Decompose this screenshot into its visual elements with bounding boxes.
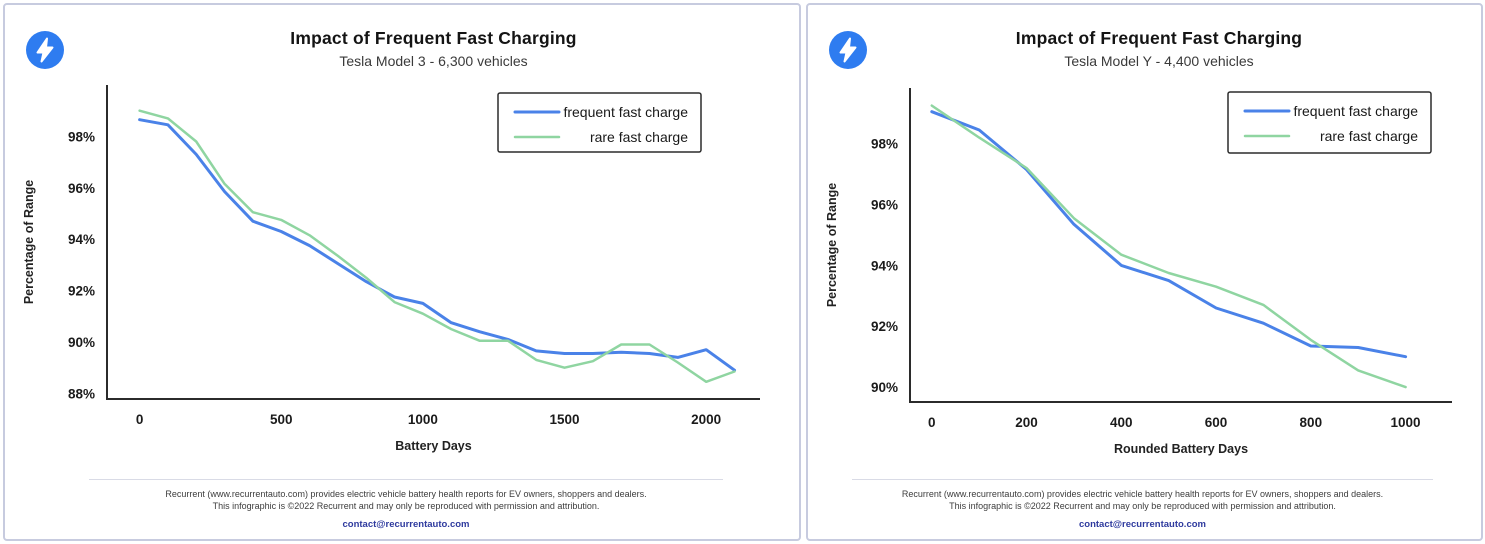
footer-line-2: This infographic is ©2022 Recurrent and … <box>212 500 600 511</box>
y-tick-label: 96% <box>871 198 898 213</box>
y-tick-label: 96% <box>68 181 95 196</box>
lightning-bolt-icon <box>26 31 64 69</box>
y-axis-label: Percentage of Range <box>22 180 36 304</box>
chart-title: Impact of Frequent Fast Charging <box>290 28 577 48</box>
y-tick-label: 92% <box>871 319 898 334</box>
chart-subtitle: Tesla Model Y - 4,400 vehicles <box>1064 53 1254 69</box>
x-tick-label: 2000 <box>691 412 721 427</box>
recurrent-logo <box>26 31 64 69</box>
footer: Recurrent (www.recurrentauto.com) provid… <box>852 479 1433 532</box>
axes-spines <box>909 88 1452 403</box>
lightning-bolt-icon <box>829 31 867 69</box>
x-tick-label: 400 <box>1110 415 1133 430</box>
x-tick-label: 800 <box>1300 415 1323 430</box>
y-tick-label: 90% <box>68 335 95 350</box>
x-axis-label: Rounded Battery Days <box>1114 442 1248 456</box>
x-tick-label: 500 <box>270 412 293 427</box>
footer-line-2: This infographic is ©2022 Recurrent and … <box>949 500 1336 511</box>
x-tick-label: 0 <box>136 412 144 427</box>
x-tick-label: 0 <box>928 415 936 430</box>
y-tick-label: 98% <box>68 129 95 144</box>
chart-header: Impact of Frequent Fast Charging Tesla M… <box>107 28 760 69</box>
legend-label: frequent fast charge <box>563 104 688 120</box>
y-tick-label: 90% <box>871 380 898 395</box>
contact-email-link[interactable]: contact@recurrentauto.com <box>342 519 470 530</box>
series-line-frequent-fast-charge <box>930 110 1408 359</box>
y-tick-label: 94% <box>68 232 95 247</box>
x-tick-label: 1000 <box>408 412 438 427</box>
series-line-rare-fast-charge <box>930 104 1407 389</box>
footer-line-1: Recurrent (www.recurrentauto.com) provid… <box>165 489 647 499</box>
x-tick-label: 1000 <box>1391 415 1421 430</box>
x-tick-label: 600 <box>1205 415 1228 430</box>
y-tick-label: 98% <box>871 137 898 152</box>
panel-tesla-model-y: Impact of Frequent Fast Charging Tesla M… <box>806 3 1483 541</box>
axes-spines <box>106 85 760 400</box>
footer: Recurrent (www.recurrentauto.com) provid… <box>89 479 723 532</box>
y-tick-label: 88% <box>68 386 95 401</box>
recurrent-logo <box>829 31 867 69</box>
legend-label: rare fast charge <box>1320 128 1418 144</box>
legend-box <box>1227 91 1432 154</box>
chart-subtitle: Tesla Model 3 - 6,300 vehicles <box>339 53 528 69</box>
line-chart-model-3: 88% 90% 92% 94% 96% 98% 0 500 1000 1500 2000 Batter… <box>22 85 760 453</box>
series-line-frequent-fast-charge <box>138 118 736 372</box>
chart-title: Impact of Frequent Fast Charging <box>1015 28 1303 48</box>
y-tick-label: 94% <box>871 258 898 273</box>
y-tick-label: 92% <box>68 284 95 299</box>
series-line-rare-fast-charge <box>138 109 736 384</box>
panel-tesla-model-3: Impact of Frequent Fast Charging Tesla M… <box>3 3 801 541</box>
legend-label: frequent fast charge <box>1293 103 1418 119</box>
legend-label: rare fast charge <box>590 129 688 145</box>
y-axis-label: Percentage of Range <box>825 183 839 307</box>
contact-email-link[interactable]: contact@recurrentauto.com <box>1079 519 1206 530</box>
footer-line-1: Recurrent (www.recurrentauto.com) provid… <box>901 489 1384 499</box>
chart-header: Impact of Frequent Fast Charging Tesla M… <box>866 28 1452 69</box>
x-tick-label: 200 <box>1015 415 1038 430</box>
x-axis-label: Battery Days <box>395 439 471 453</box>
line-chart-model-y: 90% 92% 94% 96% 98% 0 200 400 600 800 1000 Rounded … <box>825 88 1452 456</box>
x-tick-label: 1500 <box>550 412 580 427</box>
